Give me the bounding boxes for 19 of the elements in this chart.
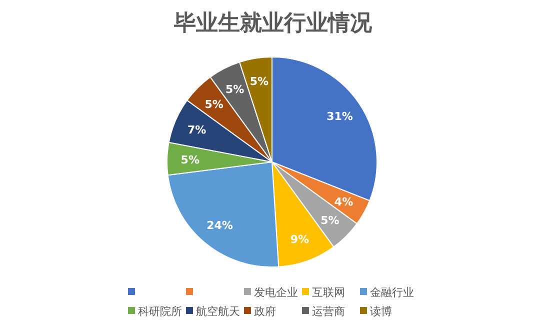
data-label: 5% <box>250 74 269 88</box>
legend-label: 科研院所 <box>138 304 182 318</box>
data-label: 31% <box>326 110 353 123</box>
chart-title: 毕业生就业行业情况 <box>173 11 373 36</box>
legend-label: 发电企业 <box>254 286 298 299</box>
data-label: 5% <box>180 153 200 166</box>
legend-label: 运营商 <box>312 304 345 318</box>
data-label: 7% <box>187 123 206 136</box>
data-label: 9% <box>290 232 310 246</box>
legend-label: 金融行业 <box>370 286 414 299</box>
data-label: 5% <box>204 98 224 111</box>
legend-label: 政府 <box>254 304 276 318</box>
data-label: 5% <box>320 214 340 227</box>
data-label: 5% <box>225 82 244 96</box>
data-label: 24% <box>206 218 233 232</box>
legend-label: 航空航天 <box>196 304 240 318</box>
legend-label: 互联网 <box>312 286 345 299</box>
data-label: 4% <box>334 195 354 208</box>
legend-label: 读博 <box>370 304 392 318</box>
